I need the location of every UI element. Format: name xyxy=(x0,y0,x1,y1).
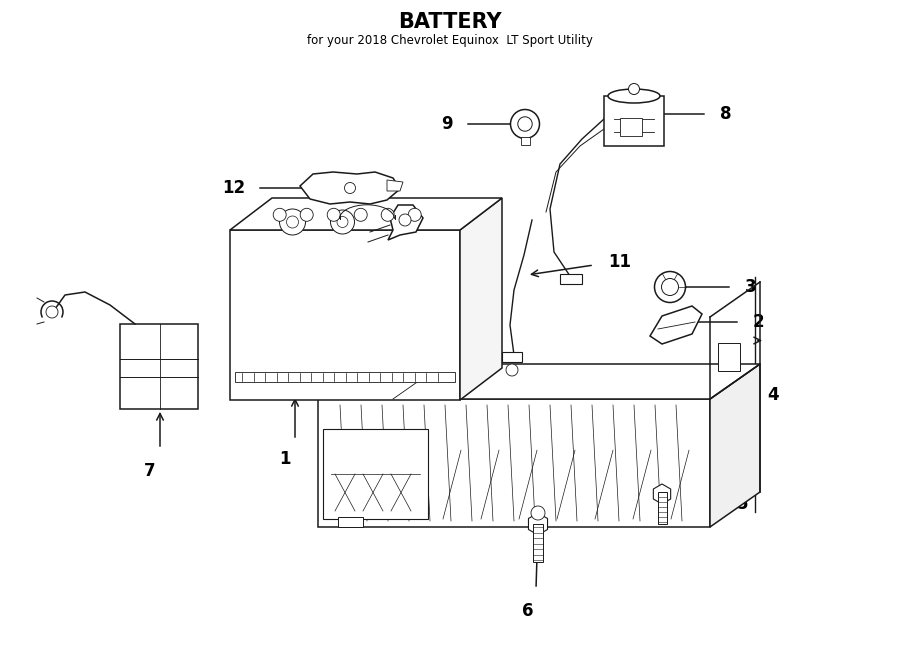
Bar xyxy=(533,524,543,562)
Circle shape xyxy=(654,271,686,303)
Circle shape xyxy=(337,216,348,228)
Circle shape xyxy=(328,209,340,221)
Text: 9: 9 xyxy=(441,115,453,133)
Polygon shape xyxy=(323,429,428,519)
Circle shape xyxy=(330,210,355,234)
Polygon shape xyxy=(230,198,502,230)
Text: 12: 12 xyxy=(222,179,245,197)
Circle shape xyxy=(662,279,679,295)
Circle shape xyxy=(355,209,367,221)
Text: BATTERY: BATTERY xyxy=(398,12,502,32)
Bar xyxy=(718,344,740,371)
Circle shape xyxy=(382,209,394,221)
Polygon shape xyxy=(388,205,423,240)
Text: for your 2018 Chevrolet Equinox  LT Sport Utility: for your 2018 Chevrolet Equinox LT Sport… xyxy=(307,34,593,47)
Bar xyxy=(502,352,522,362)
Circle shape xyxy=(518,117,532,131)
Polygon shape xyxy=(230,230,460,400)
Bar xyxy=(620,118,642,136)
Bar xyxy=(235,372,455,382)
Text: 3: 3 xyxy=(745,278,757,296)
Polygon shape xyxy=(387,180,403,191)
Circle shape xyxy=(345,183,356,193)
Polygon shape xyxy=(300,172,400,204)
Circle shape xyxy=(286,216,299,228)
Polygon shape xyxy=(460,198,502,400)
Bar xyxy=(120,324,198,409)
Text: 7: 7 xyxy=(144,462,156,480)
Text: 5: 5 xyxy=(737,495,749,513)
Polygon shape xyxy=(650,306,702,344)
Text: 2: 2 xyxy=(753,313,765,331)
Circle shape xyxy=(399,214,411,226)
Circle shape xyxy=(274,209,286,221)
Circle shape xyxy=(301,209,313,221)
Circle shape xyxy=(510,109,539,138)
Text: 6: 6 xyxy=(522,602,534,620)
Bar xyxy=(658,492,667,524)
Circle shape xyxy=(531,506,545,520)
Polygon shape xyxy=(318,364,760,399)
Polygon shape xyxy=(528,513,547,535)
Text: 1: 1 xyxy=(279,450,291,468)
Text: 8: 8 xyxy=(720,105,732,123)
Polygon shape xyxy=(710,364,760,527)
Bar xyxy=(520,137,529,145)
Circle shape xyxy=(280,209,305,235)
Text: 11: 11 xyxy=(608,253,631,271)
Bar xyxy=(604,96,664,146)
Text: 4: 4 xyxy=(767,385,778,404)
Circle shape xyxy=(628,83,640,95)
Circle shape xyxy=(506,364,518,376)
Circle shape xyxy=(409,209,421,221)
Ellipse shape xyxy=(608,89,660,103)
Polygon shape xyxy=(653,484,670,504)
Circle shape xyxy=(46,306,58,318)
Bar xyxy=(560,274,582,284)
Text: 10: 10 xyxy=(300,213,323,231)
Bar xyxy=(338,517,363,527)
Polygon shape xyxy=(318,399,710,527)
